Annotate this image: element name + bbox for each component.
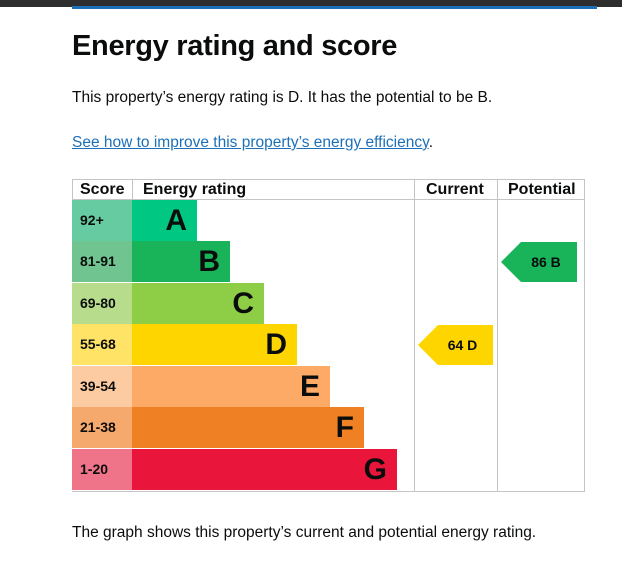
grid-left-line bbox=[72, 179, 73, 199]
grid-score-divider bbox=[132, 179, 133, 199]
improve-link-suffix: . bbox=[428, 134, 433, 151]
rating-letter-c: C bbox=[232, 287, 254, 320]
grid-potential-left bbox=[497, 179, 498, 492]
grid-top-line bbox=[72, 179, 585, 180]
rating-bar-c: C bbox=[132, 283, 264, 324]
grid-current-left bbox=[414, 179, 415, 492]
grid-header-line bbox=[72, 199, 585, 200]
rating-bar-a: A bbox=[132, 200, 197, 241]
rating-letter-a: A bbox=[165, 204, 187, 237]
header-current: Current bbox=[426, 181, 484, 198]
rating-bar-b: B bbox=[132, 241, 230, 282]
potential-rating-arrow: 86 B bbox=[501, 242, 577, 282]
score-cell-c: 69-80 bbox=[72, 283, 132, 324]
top-bar bbox=[0, 0, 622, 7]
header-energy-rating: Energy rating bbox=[143, 181, 247, 198]
header-potential: Potential bbox=[508, 181, 576, 198]
rating-letter-d: D bbox=[265, 328, 287, 361]
rating-letter-e: E bbox=[299, 370, 320, 403]
graph-explanation: The graph shows this property’s current … bbox=[72, 524, 537, 541]
grid-right-line bbox=[584, 179, 585, 492]
page-title: Energy rating and score bbox=[72, 30, 398, 62]
grid-bottom-line bbox=[72, 491, 585, 492]
score-cell-f: 21-38 bbox=[72, 407, 132, 448]
score-cell-b: 81-91 bbox=[72, 241, 132, 282]
rating-bar-f: F bbox=[132, 407, 364, 448]
score-cell-g: 1-20 bbox=[72, 449, 132, 490]
score-cell-a: 92+ bbox=[72, 200, 132, 241]
header-score: Score bbox=[80, 181, 125, 198]
rating-bar-g: G bbox=[132, 449, 397, 490]
score-cell-d: 55-68 bbox=[72, 324, 132, 365]
current-rating-arrow: 64 D bbox=[418, 325, 493, 365]
improve-link-line: See how to improve this property’s energ… bbox=[72, 132, 433, 154]
rating-bar-d: D bbox=[132, 324, 297, 365]
top-accent-line bbox=[72, 6, 597, 9]
rating-letter-b: B bbox=[198, 245, 220, 278]
rating-letter-g: G bbox=[363, 453, 387, 486]
rating-summary: This property’s energy rating is D. It h… bbox=[72, 89, 493, 106]
rating-letter-f: F bbox=[335, 411, 354, 444]
score-cell-e: 39-54 bbox=[72, 366, 132, 407]
rating-bar-e: E bbox=[132, 366, 330, 407]
improve-efficiency-link[interactable]: See how to improve this property’s energ… bbox=[72, 134, 429, 151]
